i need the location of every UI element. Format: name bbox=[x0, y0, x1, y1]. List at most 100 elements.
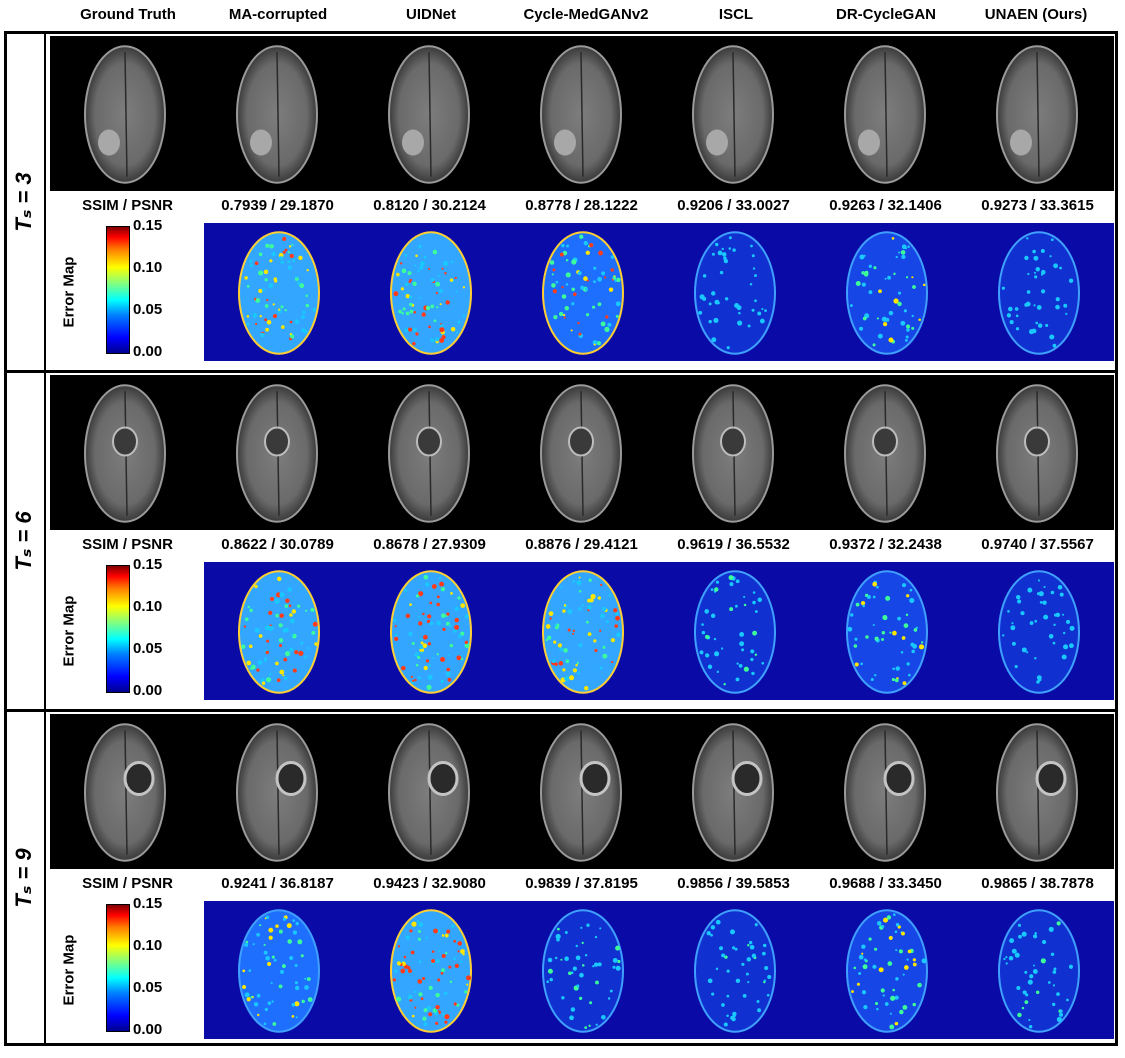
error-speckle bbox=[570, 1007, 576, 1012]
error-speckle bbox=[1069, 625, 1075, 631]
error-speckle bbox=[721, 1003, 725, 1007]
metric-value: 0.9839 / 37.8195 bbox=[525, 875, 638, 892]
error-speckle bbox=[1034, 931, 1037, 935]
error-speckle bbox=[872, 623, 875, 627]
error-speckle bbox=[403, 955, 407, 959]
error-speckle bbox=[440, 679, 444, 683]
error-speckle bbox=[615, 965, 621, 971]
error-speckle bbox=[276, 678, 281, 682]
error-speckle bbox=[586, 620, 589, 624]
error-speckle bbox=[305, 294, 309, 298]
mri-slice-image bbox=[84, 384, 166, 523]
error-speckle bbox=[903, 965, 909, 970]
error-speckle bbox=[905, 335, 909, 339]
row-group-divider bbox=[44, 712, 46, 1044]
error-speckle bbox=[425, 659, 430, 663]
error-speckle bbox=[1050, 238, 1054, 242]
comparison-block: SSIM / PSNR 0.9241 / 36.8187 0.9423 / 32.9… bbox=[44, 712, 1118, 1044]
error-speckle bbox=[901, 244, 907, 250]
brain-lesion bbox=[579, 761, 611, 796]
error-speckle bbox=[557, 927, 560, 931]
brain-midline bbox=[276, 730, 280, 855]
error-speckle bbox=[743, 603, 747, 607]
error-speckle bbox=[428, 1012, 433, 1017]
error-speckle bbox=[751, 254, 755, 258]
colorbar-tick-label: 0.00 bbox=[133, 1021, 163, 1038]
error-speckle bbox=[903, 623, 909, 628]
error-speckle bbox=[249, 263, 254, 268]
error-speckle bbox=[704, 609, 710, 614]
error-speckle bbox=[901, 636, 906, 640]
error-speckle bbox=[435, 292, 438, 295]
error-speckle bbox=[414, 990, 417, 994]
error-speckle bbox=[862, 964, 868, 970]
error-speckle bbox=[265, 955, 270, 961]
error-speckle bbox=[291, 244, 294, 247]
error-speckle bbox=[864, 270, 869, 275]
column-header-uidnet: UIDNet bbox=[405, 6, 456, 23]
error-speckle bbox=[439, 581, 445, 587]
error-speckle bbox=[728, 247, 732, 250]
error-colorbar: Error Map 0.15 0.10 0.05 0.00 bbox=[50, 217, 200, 361]
error-speckle bbox=[855, 281, 861, 286]
error-speckle bbox=[877, 333, 883, 339]
error-speckle bbox=[418, 922, 424, 928]
error-speckle bbox=[1055, 297, 1060, 302]
error-speckle bbox=[449, 278, 454, 282]
brain-outline bbox=[996, 723, 1078, 862]
error-speckle bbox=[563, 604, 567, 607]
brain-midline bbox=[1036, 730, 1040, 855]
error-speckle bbox=[599, 666, 603, 670]
error-speckle bbox=[282, 628, 287, 633]
error-speckle bbox=[1053, 613, 1057, 617]
error-speckle bbox=[256, 993, 261, 998]
error-speckle bbox=[301, 315, 305, 319]
mri-image-cell bbox=[202, 375, 352, 530]
error-speckle bbox=[450, 327, 456, 332]
error-speckle bbox=[1050, 590, 1055, 595]
error-speckle bbox=[897, 301, 902, 307]
error-speckle bbox=[1050, 952, 1055, 957]
mri-slice-image bbox=[84, 45, 166, 184]
brain-midline bbox=[428, 52, 432, 177]
error-speckle bbox=[708, 302, 712, 306]
error-brain-region bbox=[846, 231, 928, 355]
error-speckle bbox=[1006, 313, 1012, 318]
error-speckle bbox=[451, 924, 455, 928]
error-speckle bbox=[581, 964, 585, 967]
metric-value: 0.9423 / 32.9080 bbox=[373, 875, 486, 892]
error-speckle bbox=[258, 634, 263, 638]
error-speckle bbox=[291, 1002, 296, 1007]
error-speckle bbox=[545, 638, 548, 642]
error-speckle bbox=[438, 577, 442, 580]
mri-image-strip bbox=[50, 36, 1114, 191]
colorbar-tick-label: 0.05 bbox=[133, 301, 163, 318]
brain-lesion bbox=[98, 129, 120, 156]
metric-value: 0.9241 / 36.8187 bbox=[221, 875, 334, 892]
error-speckle bbox=[257, 660, 263, 665]
error-speckle bbox=[1017, 599, 1022, 604]
error-speckle bbox=[721, 953, 726, 958]
error-colorbar: Error Map 0.15 0.10 0.05 0.00 bbox=[50, 556, 200, 700]
row-group-label-text: Tₛ = 6 bbox=[11, 511, 36, 571]
error-speckle bbox=[578, 643, 583, 648]
error-speckle bbox=[292, 668, 297, 673]
error-speckle bbox=[419, 265, 424, 270]
error-speckle bbox=[435, 1005, 440, 1010]
error-speckle bbox=[441, 968, 445, 973]
error-speckle bbox=[1062, 613, 1065, 616]
error-speckle bbox=[265, 915, 270, 920]
error-speckle bbox=[294, 981, 298, 985]
mri-slice-image bbox=[540, 384, 622, 523]
error-speckle bbox=[903, 309, 908, 313]
error-speckle bbox=[464, 640, 468, 644]
error-speckle bbox=[278, 638, 284, 643]
error-speckle bbox=[894, 995, 899, 1000]
error-speckle bbox=[565, 259, 569, 262]
error-speckle bbox=[418, 676, 422, 680]
column-header-ground-truth: Ground Truth bbox=[80, 6, 176, 23]
error-speckle bbox=[454, 617, 460, 623]
error-speckle bbox=[307, 646, 310, 650]
error-speckle bbox=[289, 253, 294, 259]
error-speckle bbox=[752, 267, 756, 270]
